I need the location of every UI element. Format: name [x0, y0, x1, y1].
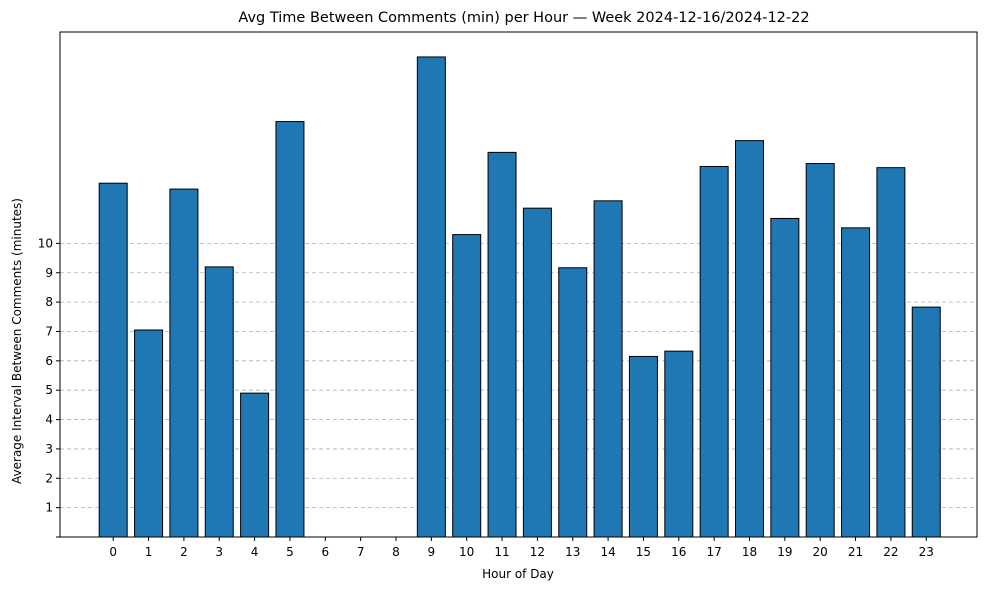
x-tick-label: 10: [459, 545, 474, 559]
x-tick-label: 13: [565, 545, 580, 559]
chart-title: Avg Time Between Comments (min) per Hour…: [238, 10, 809, 26]
bar-hour-0: [98, 182, 128, 538]
y-axis-label: Average Interval Between Comments (minut…: [10, 198, 24, 484]
bar-hour-9: [416, 56, 446, 538]
x-tick-label: 20: [813, 545, 828, 559]
bar-hour-11: [487, 151, 517, 538]
x-tick-label: 6: [321, 545, 329, 559]
y-tick-label: 6: [45, 354, 53, 368]
bar-hour-22: [876, 167, 906, 538]
x-tick-label: 18: [742, 545, 757, 559]
x-tick-label: 5: [286, 545, 294, 559]
x-tick-label: 4: [251, 545, 259, 559]
bar-hour-18: [735, 140, 764, 538]
bar-hour-12: [522, 207, 552, 538]
bar-hour-23: [911, 306, 941, 538]
y-tick-label: 10: [38, 236, 53, 250]
bar-hour-17: [699, 165, 729, 538]
x-tick-label: 16: [671, 545, 686, 559]
x-tick-label: 17: [707, 545, 722, 559]
y-axis-ticks: 1 2 3 4 5 6 7 8 9 10: [38, 236, 60, 538]
x-tick-label: 22: [883, 545, 898, 559]
x-tick-label: 8: [392, 545, 400, 559]
y-tick-label: 5: [45, 383, 53, 397]
bar-hour-1: [134, 329, 164, 538]
x-tick-label: 1: [145, 545, 153, 559]
bar-hour-2: [169, 188, 199, 538]
x-tick-label: 23: [919, 545, 934, 559]
bars: [98, 56, 941, 538]
x-axis-ticks: 0 1 2 3 4 5 6 7 8 9 10 11 12 13 14 15 16 17 18 19 20 21 22 23: [109, 537, 934, 559]
bar-hour-3: [204, 266, 234, 538]
x-tick-label: 0: [109, 545, 117, 559]
x-tick-label: 2: [180, 545, 188, 559]
bar-hour-16: [664, 350, 694, 538]
bar-hour-4: [240, 392, 270, 538]
y-tick-label: 9: [45, 266, 53, 280]
bar-hour-19: [770, 217, 800, 538]
y-tick-label: 3: [45, 442, 53, 456]
x-tick-label: 7: [357, 545, 365, 559]
x-tick-label: 21: [848, 545, 863, 559]
bar-hour-5: [275, 121, 305, 538]
bar-hour-15: [628, 355, 658, 538]
x-tick-label: 19: [777, 545, 792, 559]
x-tick-label: 9: [428, 545, 436, 559]
y-tick-label: 7: [45, 324, 53, 338]
x-tick-label: 11: [494, 545, 509, 559]
bar-hour-21: [841, 227, 871, 538]
x-tick-label: 3: [215, 545, 223, 559]
bar-hour-14: [593, 200, 623, 538]
y-tick-label: 2: [45, 471, 53, 485]
bar-hour-20: [805, 163, 835, 538]
x-axis-label: Hour of Day: [482, 567, 554, 581]
y-tick-label: 8: [45, 295, 53, 309]
plot-frame: [59, 31, 978, 538]
bar-hour-13: [558, 267, 588, 538]
y-tick-label: 4: [45, 413, 53, 427]
x-tick-label: 12: [530, 545, 545, 559]
x-tick-label: 15: [636, 545, 651, 559]
bar-hour-10: [452, 234, 482, 538]
y-tick-label: 1: [45, 501, 53, 515]
x-tick-label: 14: [600, 545, 615, 559]
